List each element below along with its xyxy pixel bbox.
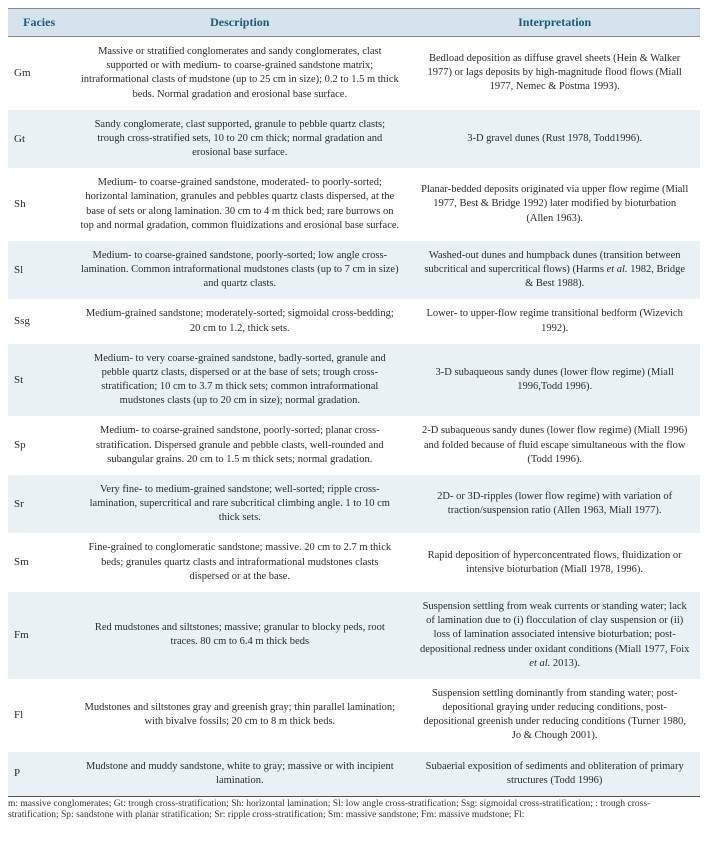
cell-facies: Ssg — [8, 299, 70, 343]
cell-description: Medium- to coarse-grained sandstone, mod… — [70, 168, 409, 241]
cell-facies: Sl — [8, 241, 70, 300]
table-row: SlMedium- to coarse-grained sandstone, p… — [8, 241, 700, 300]
cell-facies: Sh — [8, 168, 70, 241]
table-row: PMudstone and muddy sandstone, white to … — [8, 752, 700, 797]
col-interpretation: Interpretation — [409, 9, 700, 37]
table-row: ShMedium- to coarse-grained sandstone, m… — [8, 168, 700, 241]
cell-facies: P — [8, 752, 70, 797]
table-row: SrVery fine- to medium-grained sandstone… — [8, 475, 700, 534]
col-description: Description — [70, 9, 409, 37]
cell-interpretation: Subaerial exposition of sediments and ob… — [409, 752, 700, 797]
cell-interpretation: 2-D subaqueous sandy dunes (lower flow r… — [409, 416, 700, 475]
cell-description: Mudstones and siltstones gray and greeni… — [70, 679, 409, 752]
cell-description: Medium- to coarse-grained sandstone, poo… — [70, 416, 409, 475]
table-row: SsgMedium-grained sandstone; moderately-… — [8, 299, 700, 343]
cell-interpretation: Bedload deposition as diffuse gravel she… — [409, 37, 700, 110]
cell-description: Medium-grained sandstone; moderately-sor… — [70, 299, 409, 343]
table-row: StMedium- to very coarse-grained sandsto… — [8, 344, 700, 417]
facies-table: Facies Description Interpretation GmMass… — [8, 8, 700, 797]
cell-description: Mudstone and muddy sandstone, white to g… — [70, 752, 409, 797]
cell-facies: Gm — [8, 37, 70, 110]
cell-interpretation: 3-D gravel dunes (Rust 1978, Todd1996). — [409, 110, 700, 169]
table-row: GtSandy conglomerate, clast supported, g… — [8, 110, 700, 169]
cell-facies: Sm — [8, 533, 70, 592]
cell-facies: Gt — [8, 110, 70, 169]
cell-description: Very fine- to medium-grained sandstone; … — [70, 475, 409, 534]
cell-description: Medium- to coarse-grained sandstone, poo… — [70, 241, 409, 300]
cell-description: Fine-grained to conglomeratic sandstone;… — [70, 533, 409, 592]
cell-facies: Sp — [8, 416, 70, 475]
table-row: SmFine-grained to conglomeratic sandston… — [8, 533, 700, 592]
table-row: GmMassive or stratified conglomerates an… — [8, 37, 700, 110]
cell-description: Massive or stratified conglomerates and … — [70, 37, 409, 110]
cell-interpretation: Lower- to upper-flow regime transitional… — [409, 299, 700, 343]
cell-interpretation: Planar-bedded deposits originated via up… — [409, 168, 700, 241]
cell-interpretation: 2D- or 3D-ripples (lower flow regime) wi… — [409, 475, 700, 534]
cell-interpretation: Rapid deposition of hyperconcentrated fl… — [409, 533, 700, 592]
cell-facies: Sr — [8, 475, 70, 534]
table-row: FmRed mudstones and siltstones; massive;… — [8, 592, 700, 679]
cell-interpretation: Suspension settling dominantly from stan… — [409, 679, 700, 752]
cell-facies: St — [8, 344, 70, 417]
cell-facies: Fm — [8, 592, 70, 679]
cell-interpretation: 3-D subaqueous sandy dunes (lower flow r… — [409, 344, 700, 417]
table-header: Facies Description Interpretation — [8, 9, 700, 37]
footnote-text: m: massive conglomerates; Gt: trough cro… — [8, 799, 700, 822]
cell-facies: Fl — [8, 679, 70, 752]
table-row: SpMedium- to coarse-grained sandstone, p… — [8, 416, 700, 475]
col-facies: Facies — [8, 9, 70, 37]
cell-interpretation: Washed-out dunes and humpback dunes (tra… — [409, 241, 700, 300]
table-body: GmMassive or stratified conglomerates an… — [8, 37, 700, 797]
cell-description: Medium- to very coarse-grained sandstone… — [70, 344, 409, 417]
table-row: FlMudstones and siltstones gray and gree… — [8, 679, 700, 752]
cell-description: Sandy conglomerate, clast supported, gra… — [70, 110, 409, 169]
cell-description: Red mudstones and siltstones; massive; g… — [70, 592, 409, 679]
cell-interpretation: Suspension settling from weak currents o… — [409, 592, 700, 679]
